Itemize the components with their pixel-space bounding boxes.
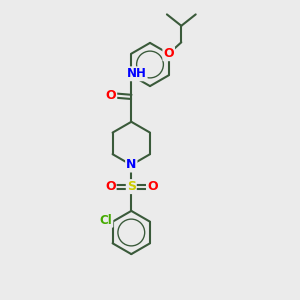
Text: O: O: [106, 89, 116, 102]
Text: NH: NH: [127, 67, 147, 80]
Text: O: O: [147, 180, 158, 193]
Text: S: S: [127, 180, 136, 193]
Text: Cl: Cl: [100, 214, 112, 227]
Text: N: N: [126, 158, 136, 172]
Text: O: O: [164, 47, 174, 60]
Text: O: O: [105, 180, 116, 193]
